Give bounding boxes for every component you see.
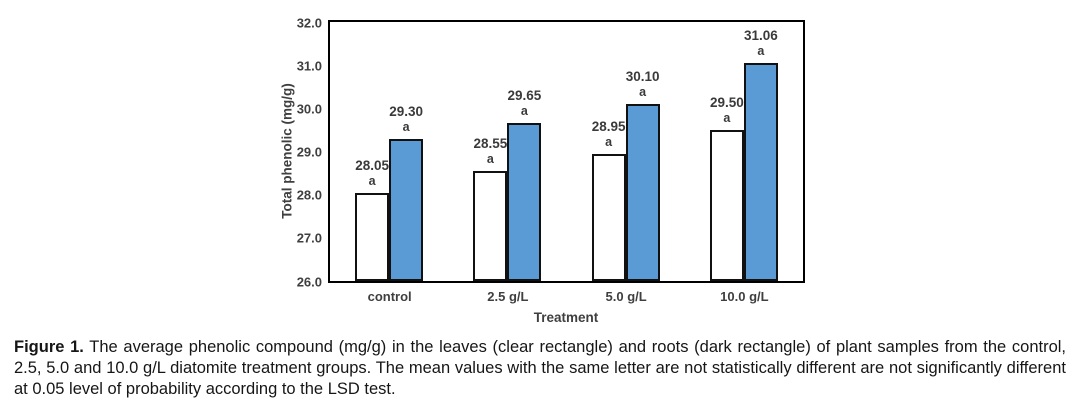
significance-letter: a (639, 85, 647, 100)
x-axis-category-label: 5.0 g/L (605, 289, 647, 304)
bar-value-label: 29.30 a (389, 104, 423, 135)
bar-value: 31.06 (743, 27, 778, 43)
significance-letter: a (757, 43, 765, 58)
bar-value: 29.50 (709, 94, 744, 110)
bar-leaves-0 (355, 192, 390, 281)
significance-letter: a (368, 173, 376, 188)
bar-value-label: 28.05 a (355, 158, 389, 189)
y-axis-tick-label: 30.0 (296, 101, 322, 117)
plot-area: 28.05 a 29.30 a 28.55 a 29.65 a 28.95 a 30.10 a 29.5… (328, 20, 805, 283)
bar-value: 29.65 (507, 88, 542, 104)
bar-value: 28.95 (591, 118, 626, 134)
x-axis-category-label: 10.0 g/L (720, 289, 769, 304)
bar-value-label: 29.50 a (710, 95, 744, 126)
y-axis-tick-label: 29.0 (296, 144, 322, 160)
significance-letter: a (723, 110, 731, 125)
x-axis-title: Treatment (533, 310, 599, 325)
bar-roots-3 (743, 62, 778, 281)
bar-chart: Total phenolic (mg/g) 26.0 27.0 28.0 29.0 30… (280, 15, 805, 325)
bar-value: 29.30 (389, 103, 424, 119)
bar-leaves-2 (591, 153, 626, 281)
bar-value-label: 31.06 a (744, 28, 778, 59)
bar-roots-2 (625, 104, 660, 281)
figure-caption-label: Figure 1. (14, 338, 84, 356)
bar-value-label: 30.10 a (626, 69, 660, 100)
bar-value: 28.05 (355, 157, 390, 173)
bar-value: 28.55 (473, 135, 508, 151)
bar-value: 30.10 (625, 69, 660, 85)
y-axis-tick-label: 32.0 (296, 15, 322, 30)
x-axis-category-label: control (367, 289, 412, 304)
bar-leaves-3 (709, 129, 744, 281)
y-axis-tick-label: 26.0 (296, 274, 322, 289)
x-axis-category-label: 2.5 g/L (487, 289, 529, 304)
figure-caption-text: The average phenolic compound (mg/g) in … (14, 338, 1066, 398)
significance-letter: a (520, 104, 528, 119)
bar-roots-1 (507, 123, 542, 281)
significance-letter: a (605, 134, 613, 149)
bar-value-label: 28.95 a (592, 119, 626, 150)
significance-letter: a (402, 119, 410, 134)
y-axis-tick-label: 27.0 (296, 230, 322, 246)
figure-caption: Figure 1. The average phenolic compound … (14, 337, 1066, 400)
bar-leaves-1 (473, 170, 508, 281)
bar-value-label: 28.55 a (473, 136, 507, 167)
y-axis-tick-label: 31.0 (296, 58, 322, 74)
bar-roots-0 (389, 138, 424, 281)
y-axis-tick-label: 28.0 (296, 187, 322, 203)
bar-value-label: 29.65 a (507, 88, 541, 119)
significance-letter: a (486, 151, 494, 166)
